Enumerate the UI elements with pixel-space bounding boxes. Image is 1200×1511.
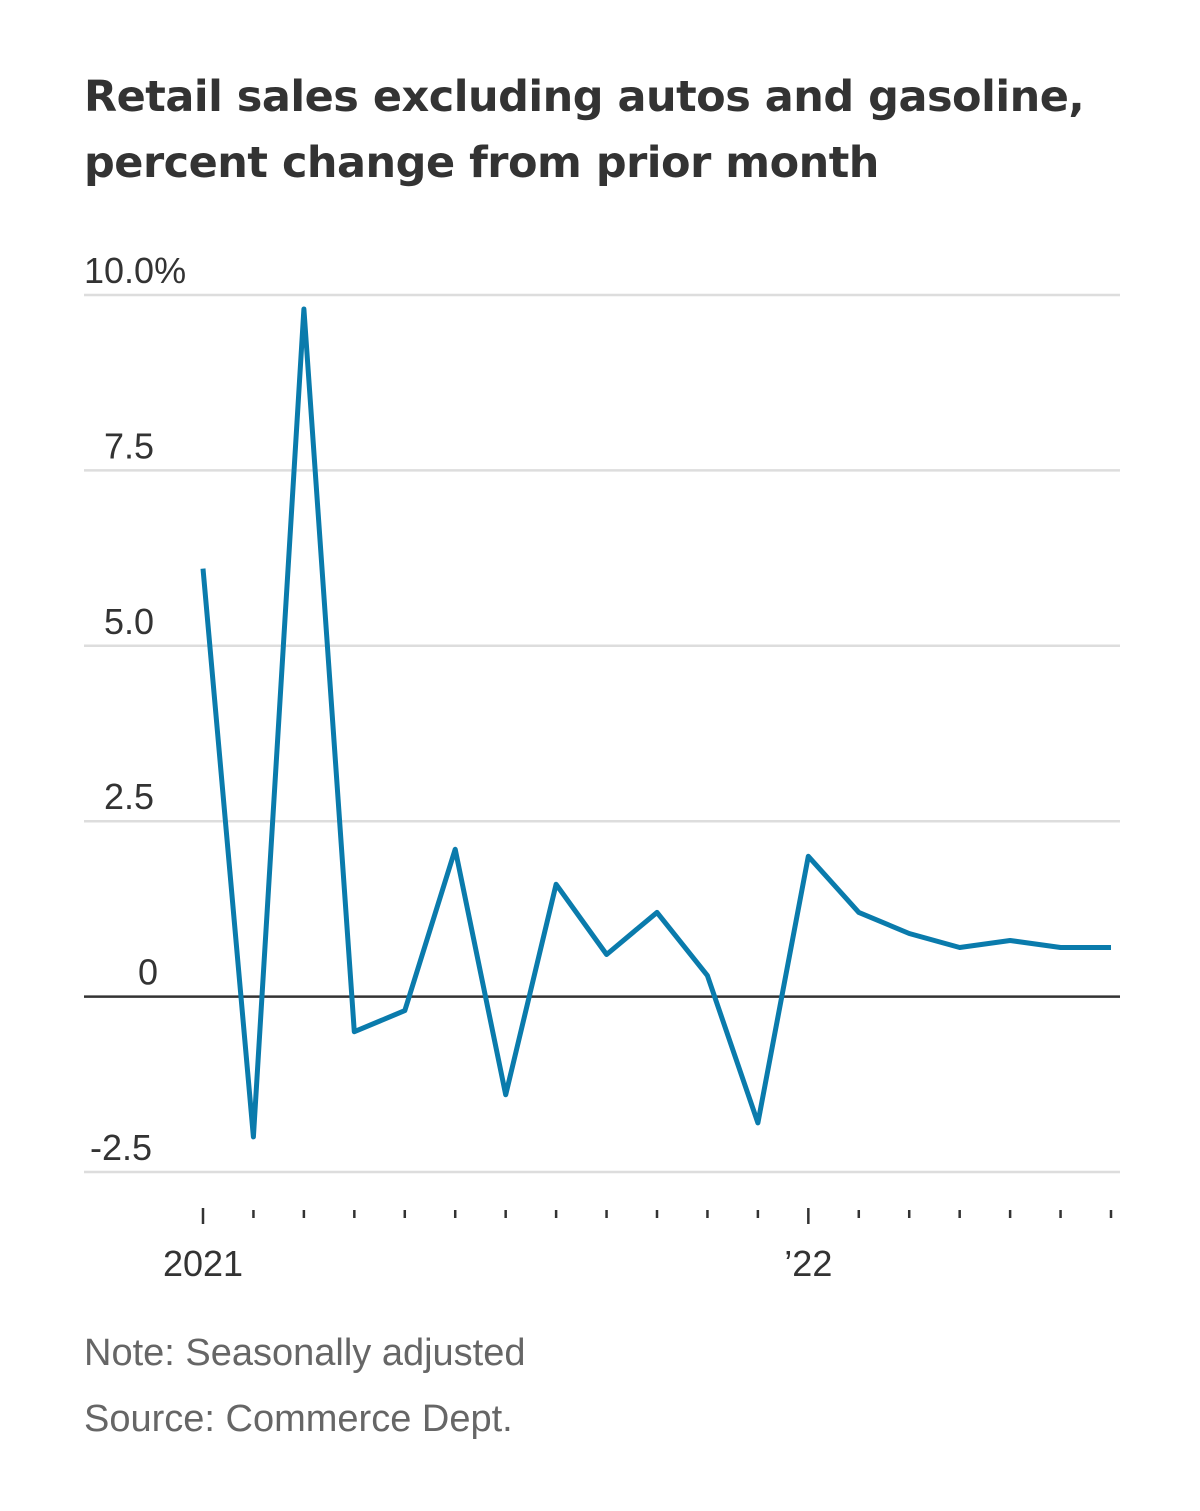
x-axis-ticks: 2021 ’22 [163, 1208, 1113, 1284]
y-tick-label: 10.0% [84, 250, 186, 291]
series-layer [200, 306, 1112, 1140]
line-chart: 10.0% 7.5 5.0 2.5 0 -2.5 2021 ’22 [84, 250, 1120, 1284]
chart-title-line-2: percent change from prior month [84, 138, 879, 188]
y-tick-label: 7.5 [104, 425, 154, 466]
y-tick-label: -2.5 [90, 1127, 152, 1168]
y-tick-label: 0 [138, 952, 158, 993]
chart-source: Source: Commerce Dept. [84, 1398, 513, 1440]
grid-layer [84, 293, 1120, 1174]
chart-note: Note: Seasonally adjusted [84, 1332, 526, 1374]
y-tick-label: 2.5 [104, 776, 154, 817]
x-tick-label: 2021 [163, 1243, 243, 1284]
series-line [200, 306, 1111, 1140]
x-tick-label: ’22 [784, 1243, 832, 1284]
chart-title: Retail sales excluding autos and gasolin… [84, 64, 1144, 196]
chart-title-line-1: Retail sales excluding autos and gasolin… [84, 72, 1085, 122]
y-axis-ticks: 10.0% 7.5 5.0 2.5 0 -2.5 [84, 250, 186, 1168]
y-tick-label: 5.0 [104, 601, 154, 642]
